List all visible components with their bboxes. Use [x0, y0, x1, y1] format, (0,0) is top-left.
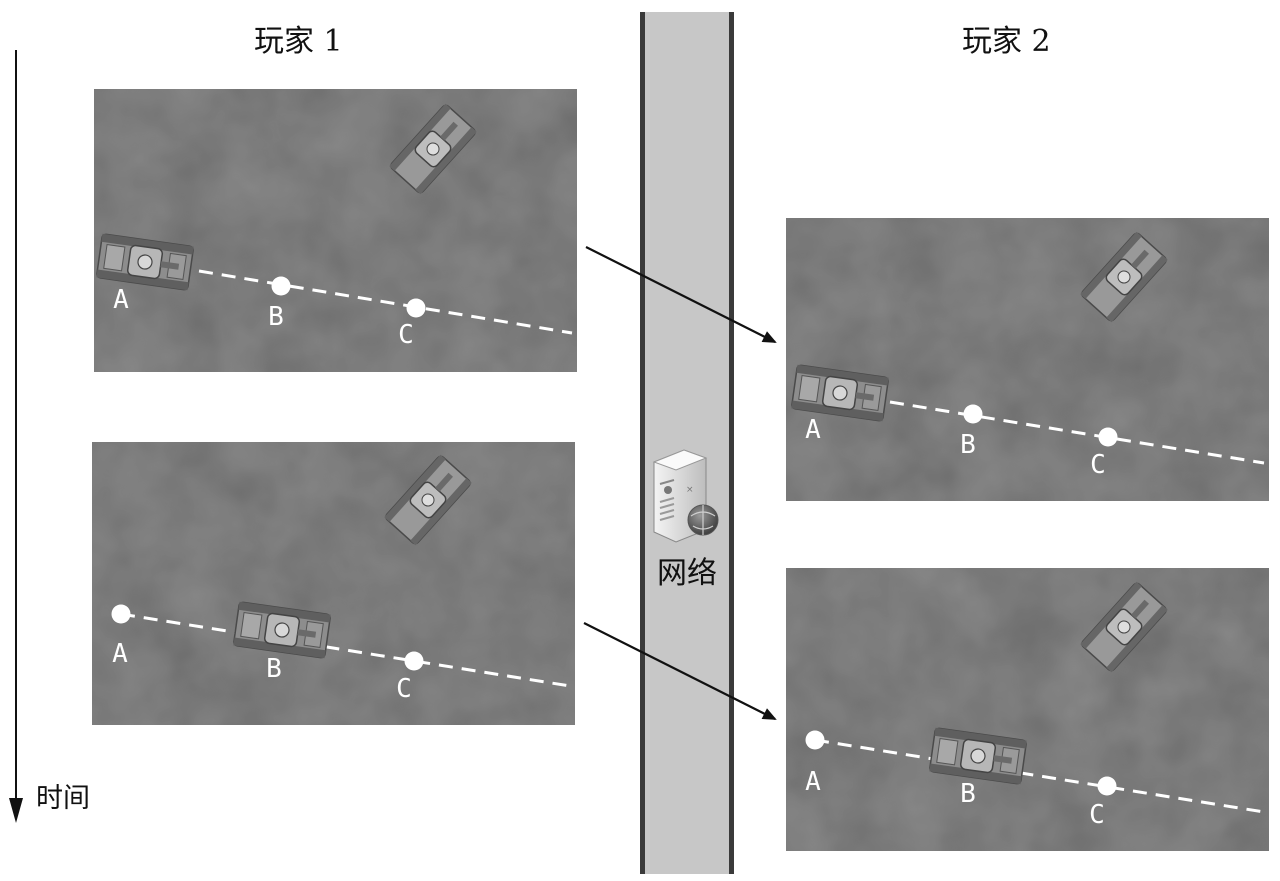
network-label: 网络	[657, 556, 717, 591]
time-axis	[9, 50, 23, 823]
waypoint-b	[271, 276, 291, 296]
enemy-tank	[1080, 231, 1168, 323]
time-label: 时间	[36, 783, 90, 814]
waypoint-a	[805, 730, 825, 750]
point-label-b: B	[266, 654, 282, 684]
game-panel-p1-frame2: A B C	[92, 442, 575, 725]
enemy-tank	[1080, 581, 1168, 673]
network-column	[640, 12, 734, 874]
enemy-tank	[384, 454, 472, 546]
movement-path	[814, 738, 1265, 814]
player-tank	[791, 364, 889, 422]
player-tank	[929, 727, 1027, 785]
point-label-a: A	[805, 767, 821, 797]
arrow-frame1	[585, 246, 777, 343]
enemy-tank	[389, 103, 477, 195]
point-label-b: B	[960, 430, 976, 460]
game-panel-p2-frame1: A B C	[786, 218, 1269, 501]
movement-path	[889, 400, 1265, 465]
svg-text:×: ×	[686, 485, 694, 495]
player2-title: 玩家 2	[962, 24, 1051, 59]
point-label-b: B	[960, 779, 976, 809]
server-icon: ×	[652, 449, 719, 543]
point-label-c: C	[1090, 450, 1106, 480]
game-panel-p2-frame2: A B C	[786, 568, 1269, 851]
waypoint-c	[1097, 776, 1117, 796]
point-label-a: A	[113, 285, 129, 315]
player-tank	[96, 233, 194, 291]
game-panel-p1-frame1: A B C	[94, 89, 577, 372]
waypoint-c	[404, 651, 424, 671]
point-label-a: A	[112, 639, 128, 669]
point-label-c: C	[398, 320, 414, 350]
waypoint-a	[111, 604, 131, 624]
movement-path	[120, 612, 571, 688]
waypoint-c	[406, 298, 426, 318]
waypoint-b	[963, 404, 983, 424]
player1-title: 玩家 1	[254, 24, 343, 59]
arrow-frame2	[583, 622, 777, 720]
player-tank	[233, 601, 331, 659]
waypoint-c	[1098, 427, 1118, 447]
point-label-b: B	[268, 302, 284, 332]
point-label-a: A	[805, 415, 821, 445]
movement-path	[198, 269, 573, 335]
point-label-c: C	[396, 674, 412, 704]
point-label-c: C	[1089, 800, 1105, 830]
